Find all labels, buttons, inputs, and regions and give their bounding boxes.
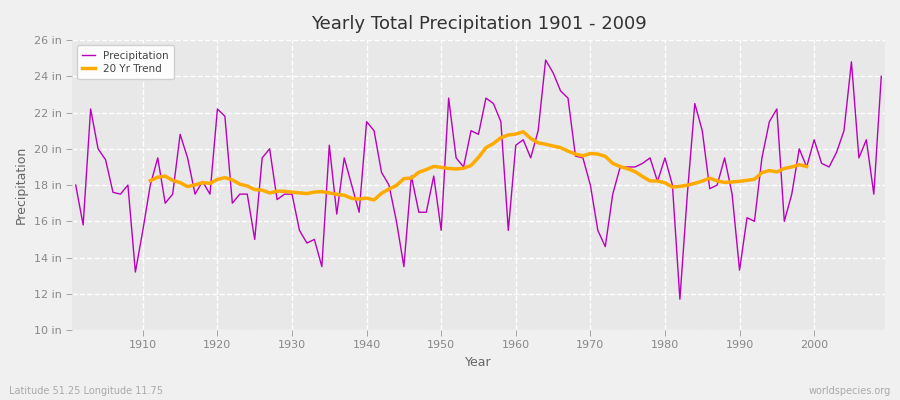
Precipitation <box>130 270 140 274</box>
20 Yr Trend <box>212 177 223 182</box>
Precipitation <box>608 192 618 196</box>
Precipitation <box>510 143 521 148</box>
20 Yr Trend <box>742 178 752 183</box>
Precipitation <box>674 297 685 302</box>
20 Yr Trend <box>518 129 528 134</box>
Legend: Precipitation, 20 Yr Trend: Precipitation, 20 Yr Trend <box>77 45 174 79</box>
X-axis label: Year: Year <box>465 356 491 369</box>
20 Yr Trend <box>227 178 238 182</box>
Precipitation <box>876 74 886 79</box>
20 Yr Trend <box>488 141 499 146</box>
20 Yr Trend <box>369 198 380 202</box>
Title: Yearly Total Precipitation 1901 - 2009: Yearly Total Precipitation 1901 - 2009 <box>310 15 646 33</box>
Y-axis label: Precipitation: Precipitation <box>15 146 28 224</box>
Text: Latitude 51.25 Longitude 11.75: Latitude 51.25 Longitude 11.75 <box>9 386 163 396</box>
Precipitation <box>338 156 349 160</box>
20 Yr Trend <box>145 178 156 183</box>
Precipitation <box>503 228 514 233</box>
20 Yr Trend <box>279 189 290 194</box>
20 Yr Trend <box>406 176 417 180</box>
Text: worldspecies.org: worldspecies.org <box>809 386 891 396</box>
20 Yr Trend <box>801 164 812 169</box>
Precipitation <box>70 183 81 188</box>
Line: Precipitation: Precipitation <box>76 60 881 299</box>
Line: 20 Yr Trend: 20 Yr Trend <box>150 132 806 200</box>
Precipitation <box>294 228 305 233</box>
Precipitation <box>540 58 551 62</box>
